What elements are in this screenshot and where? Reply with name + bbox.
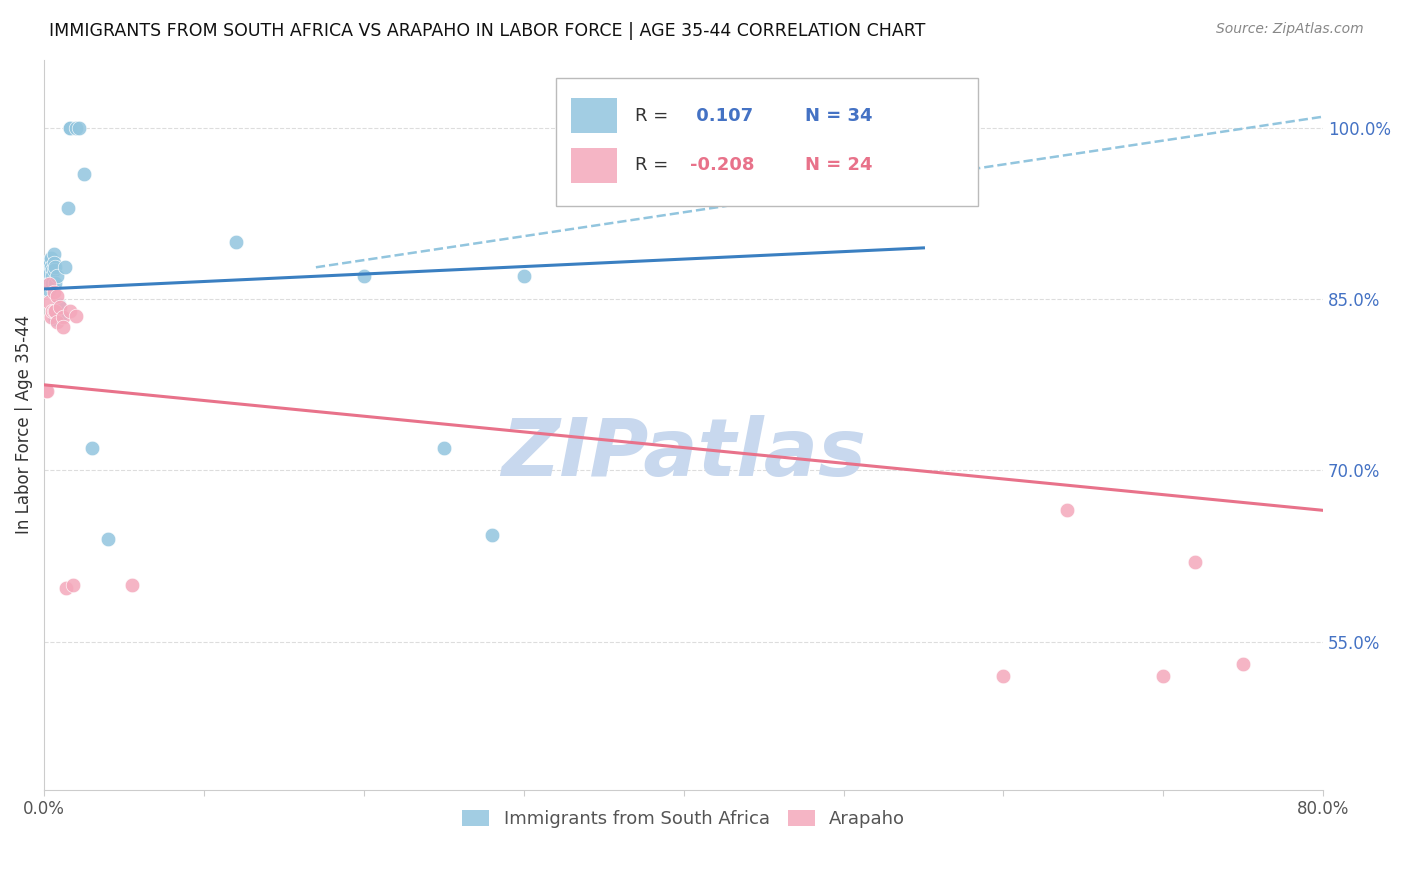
- Point: [38, 254, 60, 268]
- Point: [121, 577, 143, 591]
- Text: R =: R =: [636, 156, 668, 175]
- FancyBboxPatch shape: [571, 148, 617, 183]
- Text: R =: R =: [636, 107, 668, 125]
- Point: [62, 577, 84, 591]
- Point: [42, 285, 65, 300]
- Point: [1232, 657, 1254, 672]
- Text: ZIPatlas: ZIPatlas: [501, 415, 866, 493]
- Point: [38, 277, 60, 292]
- Point: [39, 260, 62, 275]
- Point: [39, 310, 62, 325]
- Point: [42, 246, 65, 260]
- Point: [97, 532, 120, 546]
- Point: [41, 277, 63, 291]
- Point: [1184, 555, 1206, 569]
- Point: [59, 121, 82, 136]
- Point: [37, 267, 59, 281]
- Point: [1056, 503, 1078, 517]
- Point: [39, 251, 62, 265]
- Point: [67, 121, 90, 136]
- Text: IMMIGRANTS FROM SOUTH AFRICA VS ARAPAHO IN LABOR FORCE | AGE 35-44 CORRELATION C: IMMIGRANTS FROM SOUTH AFRICA VS ARAPAHO …: [49, 22, 925, 40]
- Point: [433, 441, 456, 455]
- Point: [44, 260, 66, 275]
- Point: [55, 581, 77, 595]
- Y-axis label: In Labor Force | Age 35-44: In Labor Force | Age 35-44: [15, 315, 32, 534]
- Point: [80, 441, 103, 455]
- Legend: Immigrants from South Africa, Arapaho: Immigrants from South Africa, Arapaho: [456, 803, 912, 836]
- Text: N = 34: N = 34: [806, 107, 873, 125]
- Point: [42, 303, 65, 318]
- Point: [37, 384, 59, 398]
- Point: [44, 311, 66, 326]
- Point: [35, 384, 58, 398]
- Point: [44, 303, 66, 318]
- Text: -0.208: -0.208: [690, 156, 755, 175]
- FancyBboxPatch shape: [555, 78, 977, 206]
- Point: [35, 262, 58, 277]
- Point: [481, 528, 503, 542]
- Point: [52, 319, 75, 334]
- Point: [49, 300, 72, 314]
- Point: [38, 283, 60, 297]
- Point: [53, 260, 76, 275]
- Point: [353, 269, 375, 284]
- Point: [38, 277, 60, 291]
- Point: [37, 254, 59, 268]
- Point: [73, 167, 96, 181]
- Point: [42, 262, 65, 277]
- Point: [52, 310, 75, 325]
- Point: [513, 269, 536, 284]
- Point: [41, 269, 63, 284]
- Text: 0.107: 0.107: [690, 107, 754, 125]
- FancyBboxPatch shape: [571, 98, 617, 134]
- Point: [56, 201, 79, 215]
- Point: [38, 294, 60, 309]
- Point: [42, 256, 65, 270]
- Point: [48, 298, 70, 312]
- Point: [45, 269, 67, 284]
- Point: [993, 669, 1015, 683]
- Point: [45, 315, 67, 329]
- Text: N = 24: N = 24: [806, 156, 873, 175]
- Point: [41, 303, 63, 318]
- Point: [45, 289, 67, 303]
- Point: [65, 310, 87, 324]
- Point: [225, 235, 247, 250]
- Point: [44, 277, 66, 291]
- Point: [59, 303, 82, 318]
- Point: [65, 121, 87, 136]
- Point: [1152, 669, 1174, 683]
- Point: [59, 121, 82, 136]
- Text: Source: ZipAtlas.com: Source: ZipAtlas.com: [1216, 22, 1364, 37]
- Point: [49, 310, 72, 324]
- Point: [41, 262, 63, 277]
